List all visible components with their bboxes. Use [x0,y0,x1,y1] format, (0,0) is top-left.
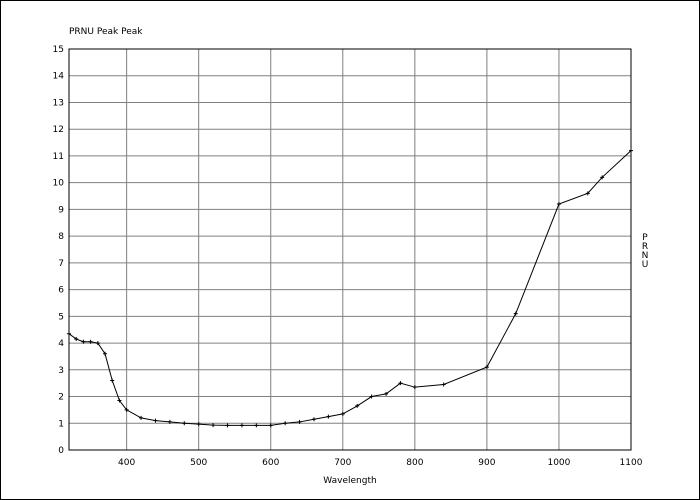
data-point [369,394,374,399]
data-point [182,421,187,426]
x-tick-label: 900 [478,458,495,468]
data-point [412,385,417,390]
data-line [68,150,632,426]
y-tick-label: 12 [53,125,64,135]
data-point [67,331,71,336]
data-point [74,337,79,342]
data-point [88,339,93,344]
x-tick-label: 800 [406,458,423,468]
data-point [103,351,108,356]
x-tick-label: 500 [190,458,207,468]
data-point [340,411,345,416]
x-tick-label: 400 [118,458,135,468]
y-tick-label: 15 [53,45,64,55]
plot-area [69,49,631,450]
y-tick-label: 3 [58,366,64,376]
y-tick-label: 6 [58,286,64,296]
y-tick-label: 13 [53,98,64,108]
y-tick-label: 1 [58,419,64,429]
y-tick-label: 7 [58,259,64,269]
x-tick-label: 1000 [547,458,570,468]
y-tick-label: 5 [58,312,64,322]
data-point [297,419,302,424]
y-tick-label: 10 [53,179,65,189]
y-tick-label: 9 [58,205,64,215]
data-point [211,423,216,428]
y-tick-label: 14 [53,72,65,82]
data-point [585,191,590,196]
data-point [254,423,259,428]
plot-border [68,48,632,451]
data-point [268,423,273,428]
y-tick-label: 2 [58,393,64,403]
y-tick-label: 8 [58,232,64,242]
data-point [484,365,489,370]
data-point [513,311,518,316]
x-tick-label: 700 [334,458,351,468]
data-point [153,418,158,423]
x-tick-label: 1100 [620,458,643,468]
data-point [398,381,403,386]
data-point [81,339,86,344]
chart-title: PRNU Peak Peak [69,27,143,37]
data-point [326,414,331,419]
data-point [196,422,201,427]
y-tick-label: 0 [58,446,64,456]
y-tick-label: 11 [53,152,64,162]
data-point [441,382,446,387]
data-point [110,378,115,383]
data-point [283,421,288,426]
data-point [117,398,122,403]
x-axis-label: Wavelength [323,476,376,486]
data-point [600,175,605,180]
data-point [629,148,633,153]
data-point [355,403,360,408]
x-tick-label: 600 [262,458,279,468]
data-point [167,419,172,424]
data-point [384,391,389,396]
data-point [311,417,316,422]
y-tick-label: 4 [58,339,64,349]
data-point [124,407,129,412]
data-point [139,415,144,420]
data-point [95,341,100,346]
data-point [239,423,244,428]
data-point [556,202,561,207]
data-point [225,423,230,428]
